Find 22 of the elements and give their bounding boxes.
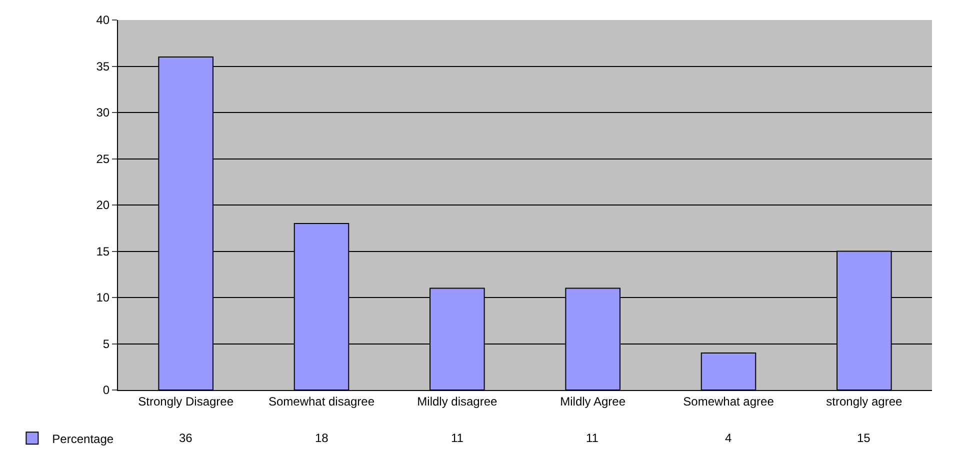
data-label: 15 bbox=[857, 431, 871, 445]
x-tick-label: Mildly disagree bbox=[417, 394, 498, 408]
x-tick-label: strongly agree bbox=[826, 394, 903, 408]
legend-label: Percentage bbox=[52, 432, 114, 446]
x-tick-label: Somewhat agree bbox=[683, 394, 774, 408]
y-tick-label: 20 bbox=[96, 198, 110, 212]
x-tick-label: Mildly Agree bbox=[560, 394, 626, 408]
y-tick-label: 35 bbox=[96, 59, 110, 74]
y-tick-label: 10 bbox=[96, 290, 110, 305]
data-label: 11 bbox=[451, 431, 464, 445]
y-tick-label: 30 bbox=[96, 106, 110, 120]
x-tick-label: Somewhat disagree bbox=[268, 394, 375, 408]
data-label: 11 bbox=[586, 431, 599, 445]
y-tick-label: 40 bbox=[96, 13, 110, 28]
y-tick-label: 0 bbox=[102, 383, 110, 398]
data-label: 18 bbox=[315, 431, 329, 445]
x-tick-label: Strongly Disagree bbox=[138, 394, 234, 408]
data-label: 36 bbox=[179, 431, 193, 445]
y-tick-label: 15 bbox=[96, 244, 110, 258]
data-label: 4 bbox=[725, 431, 732, 445]
y-tick-label: 5 bbox=[102, 336, 110, 351]
y-tick-label: 25 bbox=[96, 152, 110, 166]
